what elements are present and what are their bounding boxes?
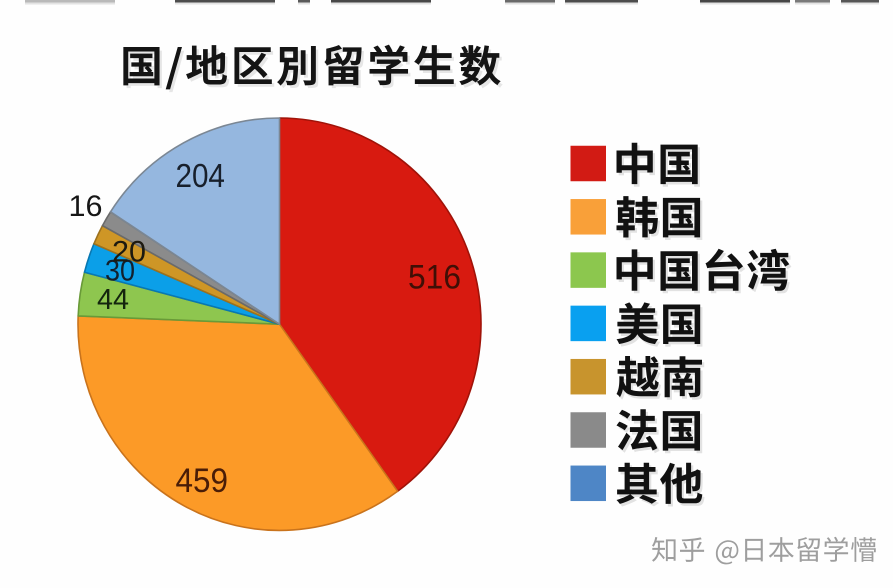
svg-text:30: 30 xyxy=(105,254,135,287)
svg-text:516: 516 xyxy=(408,258,461,296)
svg-text:459: 459 xyxy=(176,462,229,500)
svg-text:44: 44 xyxy=(97,284,129,316)
svg-text:204: 204 xyxy=(175,157,225,194)
svg-text:16: 16 xyxy=(69,190,103,223)
svg-text:20: 20 xyxy=(112,235,146,268)
